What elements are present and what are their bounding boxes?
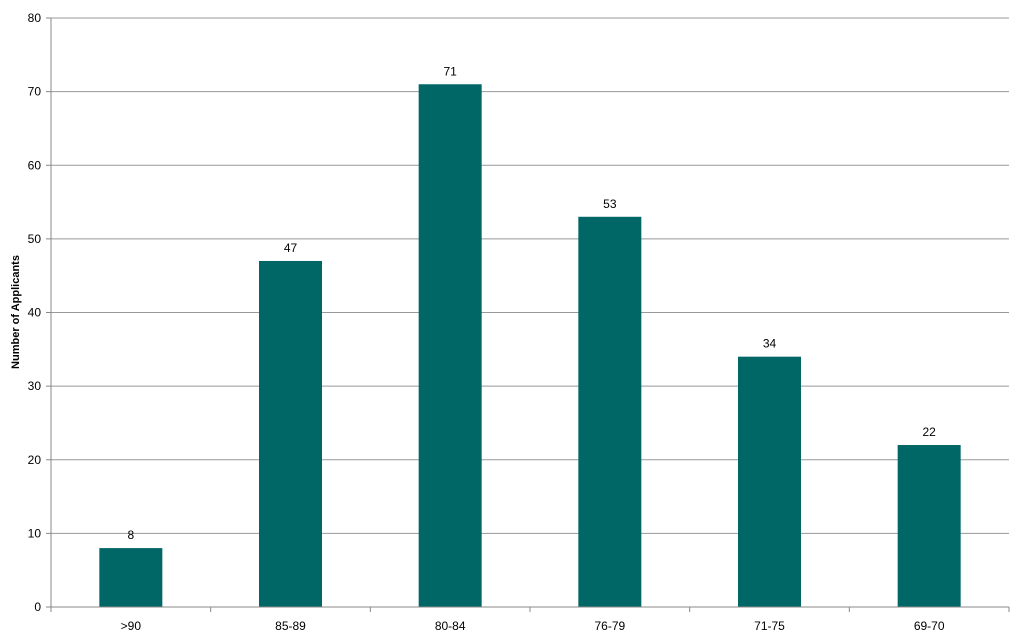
bar xyxy=(99,548,163,607)
x-tick-label: 80-84 xyxy=(435,619,466,633)
x-tick-label: 85-89 xyxy=(275,619,306,633)
bars xyxy=(99,84,961,607)
y-tick-label: 30 xyxy=(28,379,42,393)
y-tick-label: 0 xyxy=(34,600,41,614)
bar xyxy=(897,445,961,607)
y-tick-label: 80 xyxy=(28,11,42,25)
data-label: 53 xyxy=(603,197,617,211)
x-tick-label: 71-75 xyxy=(754,619,785,633)
bar xyxy=(418,84,482,607)
y-tick-label: 40 xyxy=(28,306,42,320)
axes xyxy=(46,17,1010,612)
y-tick-label: 60 xyxy=(28,158,42,172)
y-tick-label: 50 xyxy=(28,232,42,246)
data-label: 8 xyxy=(127,528,134,542)
bar xyxy=(738,356,801,607)
data-label: 34 xyxy=(763,337,777,351)
gridlines xyxy=(51,17,1009,534)
bar xyxy=(259,260,322,607)
y-tick-label: 70 xyxy=(28,85,42,99)
x-tick-label: 69-70 xyxy=(914,619,945,633)
y-axis-title: Number of Applicants xyxy=(10,255,22,369)
data-label: 71 xyxy=(443,64,457,78)
x-tick-label: 76-79 xyxy=(594,619,625,633)
x-tick-label: >90 xyxy=(121,619,142,633)
data-label: 47 xyxy=(284,241,298,255)
y-tick-label: 10 xyxy=(28,526,42,540)
bar xyxy=(578,216,642,607)
labels: 0 10 20 30 40 50 60 70 80 8 >90 47 85-89 71 80-84 53 76-… xyxy=(28,11,945,633)
data-label: 22 xyxy=(922,425,936,439)
y-tick-label: 20 xyxy=(28,453,42,467)
